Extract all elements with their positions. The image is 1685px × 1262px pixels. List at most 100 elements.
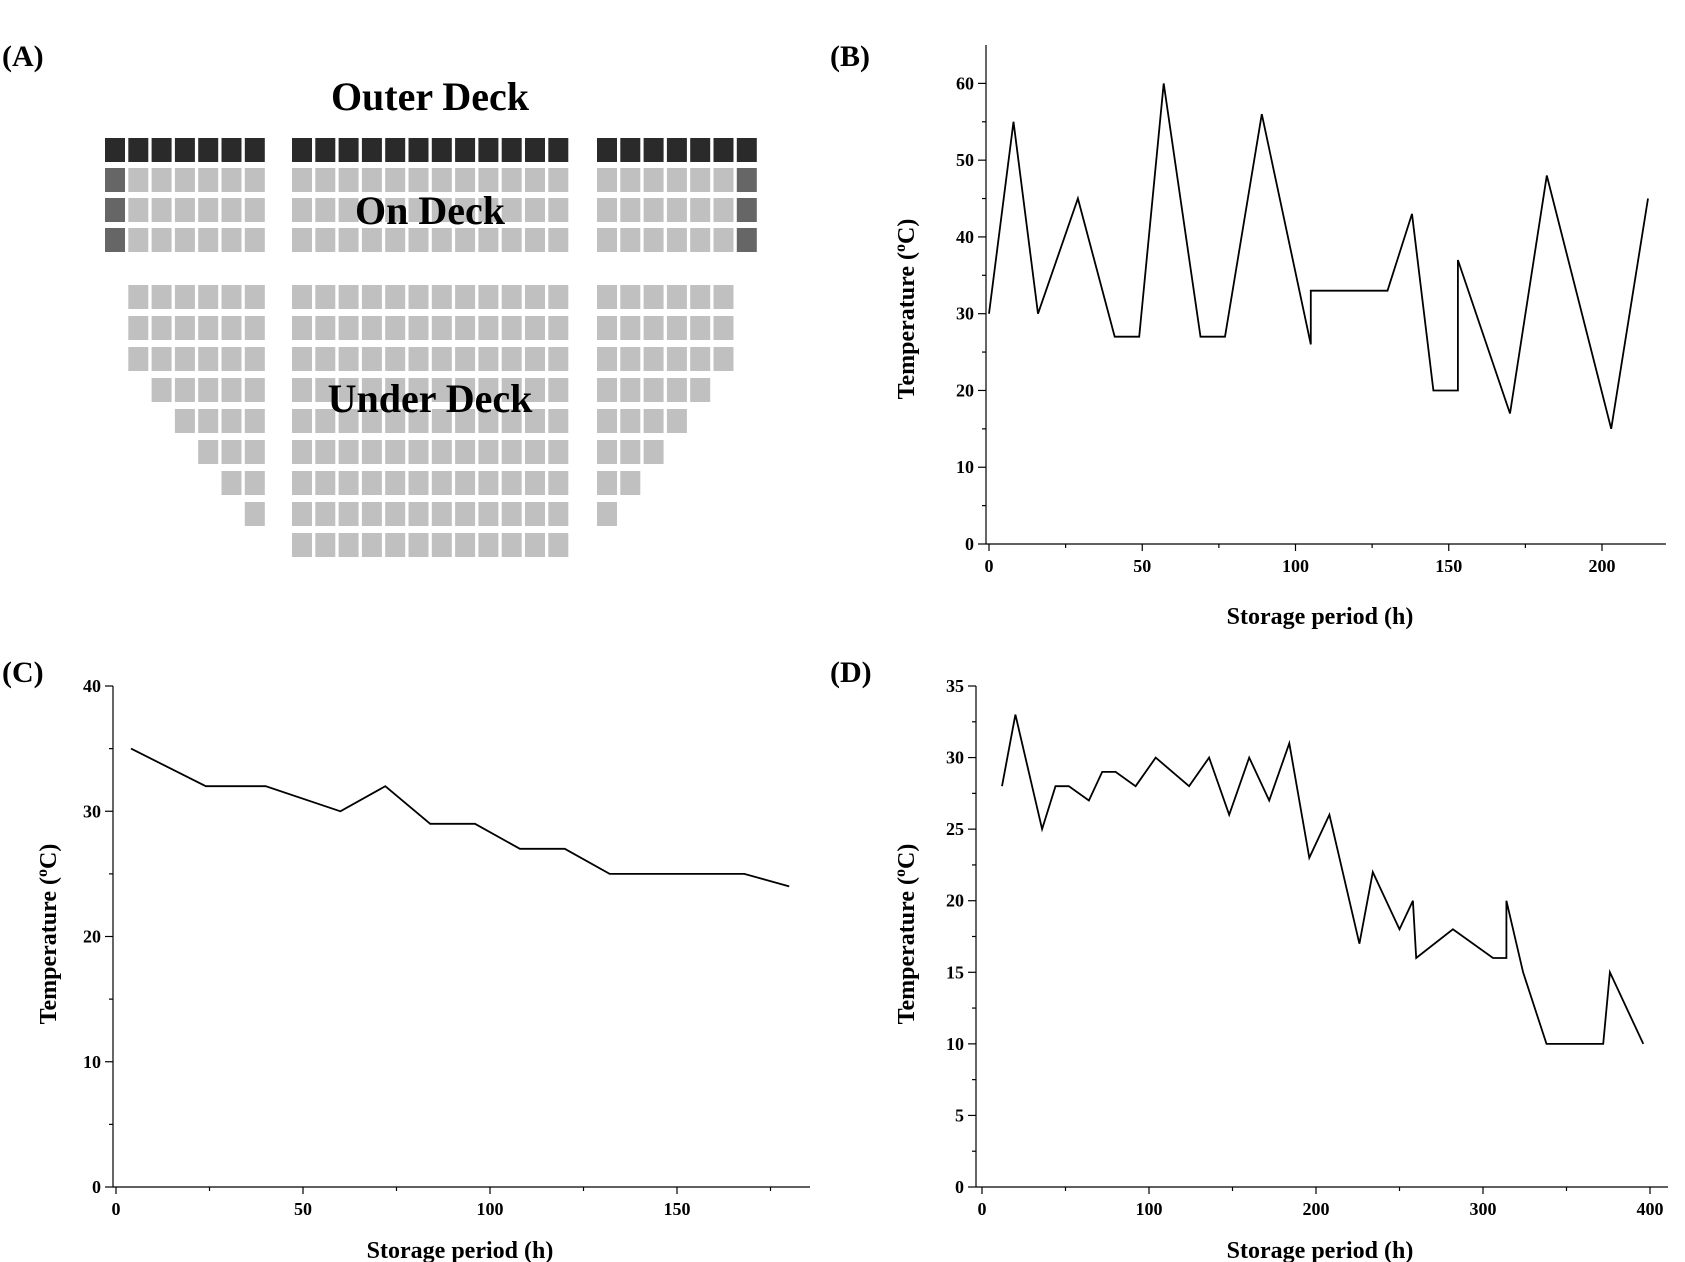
deck-cell-container (361, 168, 382, 192)
deck-cell-under (338, 440, 359, 464)
deck-cell-container (666, 228, 687, 252)
deck-cell-container (431, 198, 452, 222)
panel-b-x-tick-label: 200 (1589, 556, 1616, 576)
deck-cell-under (315, 440, 336, 464)
deck-cell-container (174, 198, 195, 222)
deck-cell-under (361, 440, 382, 464)
deck-cell-under (431, 533, 452, 557)
deck-cell-container (525, 168, 545, 192)
deck-cell-under (128, 316, 149, 340)
panel-a-label: (A) (2, 40, 44, 73)
deck-cell-outer-side (105, 198, 125, 222)
panel-a-deck-diagram: (A) Outer Deck On Deck Under Deck (2, 40, 757, 557)
deck-cell-outer (666, 138, 687, 162)
deck-cell-outer (690, 138, 711, 162)
deck-cell-under (597, 378, 617, 402)
deck-cell-under (128, 347, 149, 371)
deck-cell-under (501, 285, 522, 309)
deck-cell-container (713, 168, 734, 192)
deck-container-grid (105, 138, 757, 557)
deck-cell-under (221, 378, 242, 402)
deck-cell-under (431, 409, 452, 433)
deck-cell-under (198, 347, 219, 371)
deck-cell-under (292, 378, 312, 402)
deck-cell-outer (408, 138, 429, 162)
deck-cell-under (198, 440, 219, 464)
deck-cell-under (690, 316, 711, 340)
deck-cell-container (174, 228, 195, 252)
deck-cell-under (501, 409, 522, 433)
deck-cell-under (408, 533, 429, 557)
deck-cell-under (385, 378, 406, 402)
deck-cell-under (408, 502, 429, 526)
deck-cell-under (315, 316, 336, 340)
panel-d-axes: 0 5 10 15 20 25 30 35 0 100 200 300 400 (946, 676, 1668, 1219)
deck-cell-under (525, 533, 545, 557)
deck-cell-under (455, 440, 476, 464)
deck-cell-container (713, 228, 734, 252)
panel-c-x-tick-label: 0 (112, 1199, 121, 1219)
panel-d-y-tick-label: 15 (946, 962, 964, 982)
deck-cell-under (198, 316, 219, 340)
deck-cell-under (221, 285, 242, 309)
deck-cell-container (690, 198, 711, 222)
deck-cell-container (151, 168, 172, 192)
deck-cell-under (525, 347, 545, 371)
deck-cell-under (597, 316, 617, 340)
deck-cell-container (643, 198, 664, 222)
deck-cell-under (174, 409, 195, 433)
deck-cell-under (221, 347, 242, 371)
panel-d-y-tick-label: 5 (955, 1105, 964, 1125)
deck-cell-under (221, 471, 242, 495)
deck-cell-under (478, 502, 499, 526)
deck-cell-under (478, 378, 499, 402)
on-deck-label: On Deck (355, 188, 506, 233)
deck-cell-under (501, 533, 522, 557)
deck-cell-outer (151, 138, 172, 162)
deck-cell-under (666, 378, 687, 402)
deck-cell-under (292, 316, 312, 340)
deck-cell-container (198, 228, 219, 252)
deck-cell-under (620, 409, 641, 433)
panel-c-x-axis-title: Storage period (h) (367, 1238, 554, 1262)
deck-cell-under (478, 440, 499, 464)
deck-cell-under (244, 471, 265, 495)
deck-cell-container (292, 228, 312, 252)
deck-cell-under (431, 471, 452, 495)
deck-cell-container (128, 228, 149, 252)
deck-cell-under (244, 285, 265, 309)
deck-cell-under (151, 378, 172, 402)
deck-cell-under (315, 347, 336, 371)
deck-cell-under (361, 409, 382, 433)
deck-cell-outer (292, 138, 312, 162)
deck-cell-under (690, 378, 711, 402)
deck-cell-under (501, 316, 522, 340)
deck-cell-under (385, 502, 406, 526)
deck-cell-container (666, 198, 687, 222)
deck-cell-under (292, 440, 312, 464)
deck-cell-under (643, 347, 664, 371)
deck-cell-under (666, 285, 687, 309)
panel-b-y-tick-label: 40 (956, 227, 974, 247)
deck-cell-outer (736, 138, 757, 162)
deck-cell-outer (221, 138, 242, 162)
deck-cell-container (431, 228, 452, 252)
deck-cell-under (548, 502, 569, 526)
deck-cell-under (338, 471, 359, 495)
deck-cell-under (385, 471, 406, 495)
deck-cell-container (174, 168, 195, 192)
deck-cell-container (455, 168, 476, 192)
deck-cell-under (292, 533, 312, 557)
deck-cell-under (408, 285, 429, 309)
deck-cell-container (361, 198, 382, 222)
deck-cell-container (128, 198, 149, 222)
deck-cell-under (525, 440, 545, 464)
deck-cell-under (431, 440, 452, 464)
deck-cell-under (455, 409, 476, 433)
deck-cell-under (338, 285, 359, 309)
panel-b-series-line (988, 83, 1649, 430)
deck-cell-container (315, 198, 336, 222)
deck-cell-under (408, 347, 429, 371)
panel-b-y-tick-label: 30 (956, 304, 974, 324)
